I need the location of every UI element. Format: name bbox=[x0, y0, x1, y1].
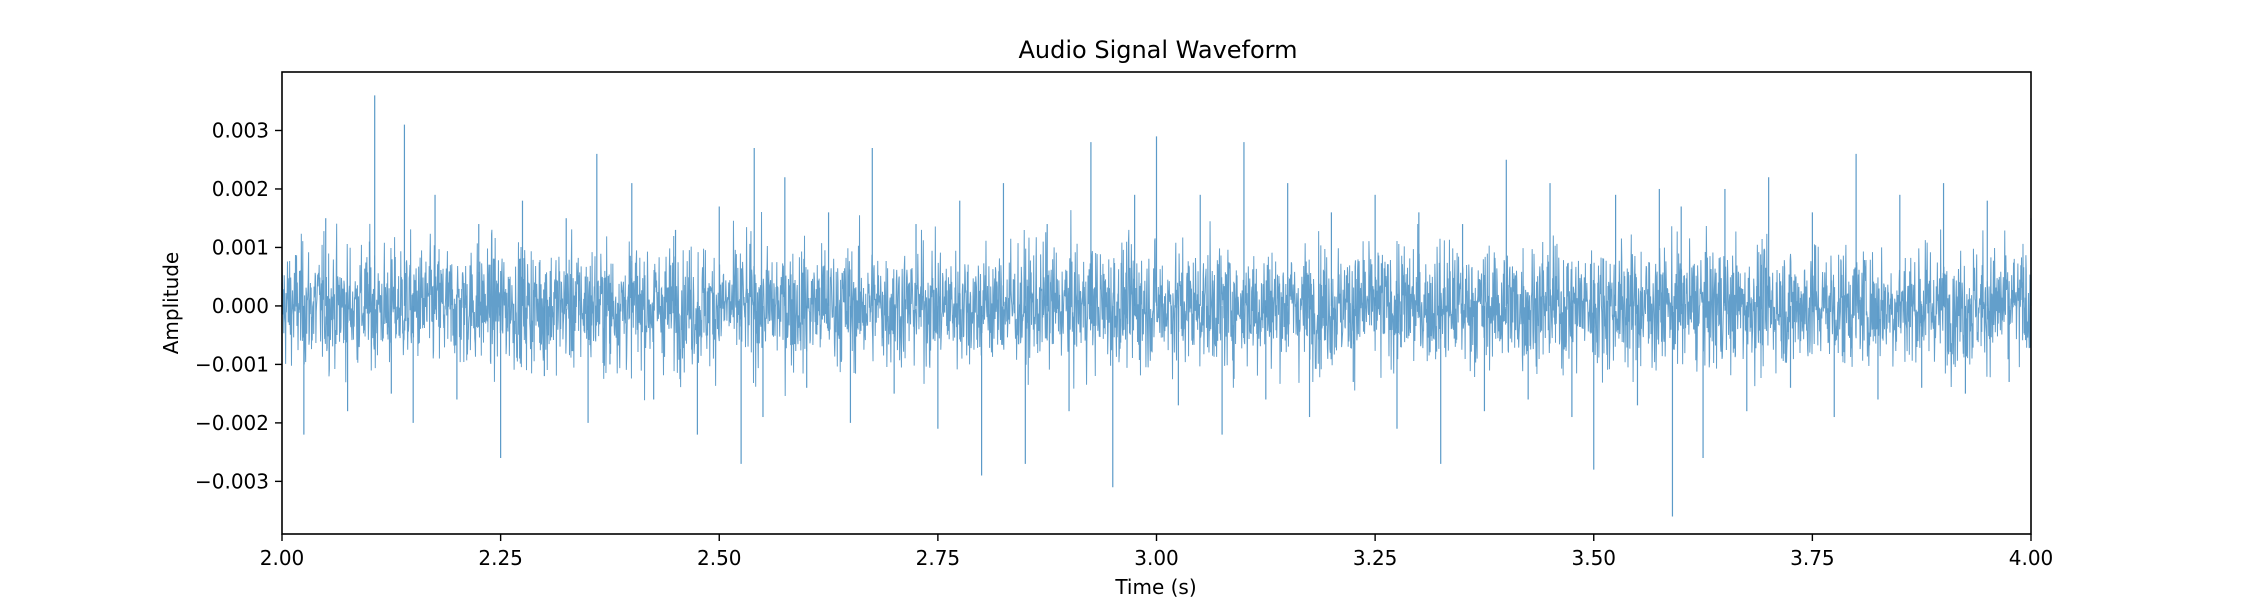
y-axis: −0.003 −0.002 −0.001 0.000 0.001 0.002 0.003 bbox=[195, 118, 282, 493]
x-tick-label: 2.50 bbox=[697, 546, 742, 570]
y-tick-label: 0.003 bbox=[212, 118, 269, 142]
x-axis: 2.00 2.25 2.50 2.75 3.00 3.25 3.50 3.75 4.00 bbox=[260, 534, 2054, 570]
x-tick-label: 3.25 bbox=[1353, 546, 1398, 570]
plot-area bbox=[281, 95, 2032, 517]
x-tick-label: 3.75 bbox=[1790, 546, 1835, 570]
y-tick-label: −0.003 bbox=[195, 469, 269, 493]
x-tick-label: 2.25 bbox=[478, 546, 523, 570]
x-tick-label: 3.50 bbox=[1571, 546, 1616, 570]
x-axis-title: Time (s) bbox=[1114, 575, 1196, 599]
y-tick-label: 0.001 bbox=[212, 235, 269, 259]
y-tick-label: −0.001 bbox=[195, 352, 269, 376]
y-tick-label: 0.002 bbox=[212, 177, 269, 201]
y-tick-label: −0.002 bbox=[195, 411, 269, 435]
chart-title: Audio Signal Waveform bbox=[1018, 36, 1297, 64]
x-tick-label: 3.00 bbox=[1134, 546, 1179, 570]
x-tick-label: 4.00 bbox=[2009, 546, 2054, 570]
y-axis-title: Amplitude bbox=[159, 252, 183, 355]
x-tick-label: 2.75 bbox=[916, 546, 961, 570]
x-tick-label: 2.00 bbox=[260, 546, 305, 570]
y-tick-label: 0.000 bbox=[212, 294, 269, 318]
